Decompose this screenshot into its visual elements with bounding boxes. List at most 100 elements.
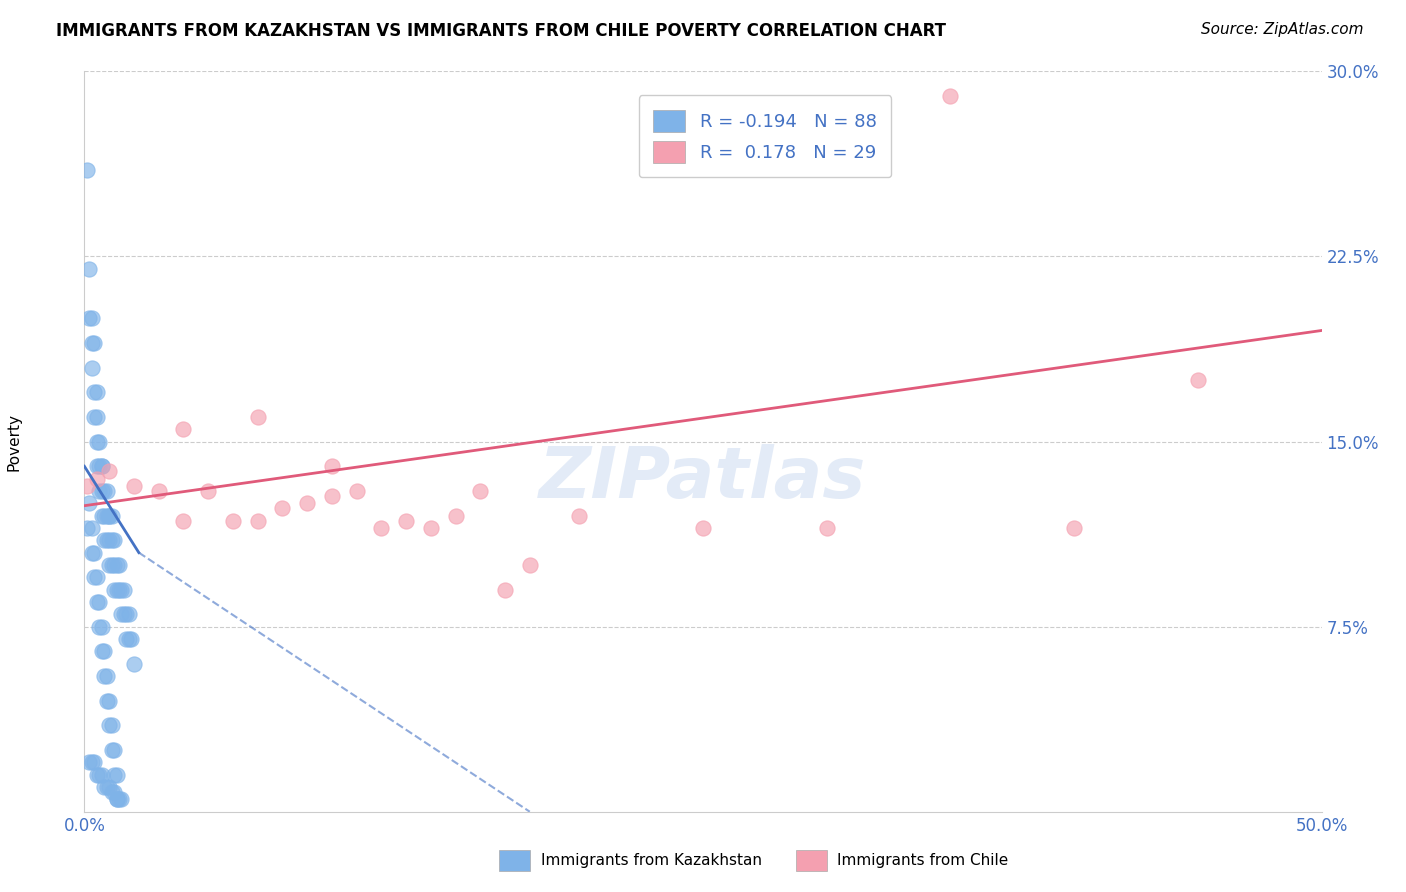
Point [115, 632, 138, 646]
Point [148, 483, 170, 498]
Point [83, 409, 105, 424]
Point [105, 792, 128, 806]
Point [519, 558, 541, 572]
Point [89, 483, 111, 498]
Point [100, 508, 122, 523]
Point [96, 533, 118, 548]
Point [108, 792, 131, 806]
Point [86, 570, 108, 584]
Point [692, 521, 714, 535]
Point [105, 558, 128, 572]
Point [93, 483, 115, 498]
Legend: R = -0.194   N = 88, R =  0.178   N = 29: R = -0.194 N = 88, R = 0.178 N = 29 [638, 95, 891, 178]
Point [100, 533, 122, 548]
Point [197, 483, 219, 498]
Point [86, 385, 108, 400]
Point [89, 619, 111, 633]
Point [246, 514, 269, 528]
Point [76, 521, 98, 535]
Point [939, 89, 962, 103]
Point [1063, 521, 1085, 535]
Y-axis label: Poverty: Poverty [7, 412, 22, 471]
Point [89, 595, 111, 609]
Point [100, 558, 122, 572]
Point [90, 619, 112, 633]
Point [80, 311, 103, 326]
Point [98, 533, 121, 548]
Point [110, 792, 132, 806]
Point [76, 163, 98, 178]
Point [90, 459, 112, 474]
Point [83, 546, 105, 560]
Point [98, 464, 121, 478]
Point [86, 409, 108, 424]
Point [470, 483, 492, 498]
Point [115, 607, 138, 622]
Point [370, 521, 392, 535]
Point [83, 335, 105, 350]
Point [395, 514, 418, 528]
Point [100, 718, 122, 732]
Point [444, 508, 467, 523]
Point [321, 459, 343, 474]
Point [86, 471, 108, 485]
Point [105, 767, 128, 781]
Point [122, 479, 145, 493]
Text: ZIPatlas: ZIPatlas [540, 444, 866, 513]
Point [98, 508, 121, 523]
Text: Immigrants from Chile: Immigrants from Chile [837, 854, 1008, 868]
Text: Source: ZipAtlas.com: Source: ZipAtlas.com [1201, 22, 1364, 37]
Point [89, 434, 111, 449]
Point [112, 607, 135, 622]
Point [172, 514, 194, 528]
Point [90, 483, 112, 498]
Point [96, 669, 118, 683]
Point [110, 607, 132, 622]
Point [96, 483, 118, 498]
Point [79, 311, 101, 326]
Point [83, 385, 105, 400]
Point [86, 459, 108, 474]
Point [93, 780, 115, 794]
Text: Immigrants from Kazakhstan: Immigrants from Kazakhstan [541, 854, 762, 868]
Point [93, 644, 115, 658]
Point [96, 694, 118, 708]
Point [815, 521, 838, 535]
Point [93, 533, 115, 548]
Point [90, 767, 112, 781]
Point [103, 533, 125, 548]
Point [93, 669, 115, 683]
Point [89, 459, 111, 474]
Point [90, 644, 112, 658]
Point [103, 785, 125, 799]
Point [103, 582, 125, 597]
Point [98, 780, 121, 794]
Point [494, 582, 516, 597]
Point [80, 546, 103, 560]
Point [98, 558, 121, 572]
Point [103, 743, 125, 757]
Point [108, 582, 131, 597]
Point [118, 632, 141, 646]
Point [96, 508, 118, 523]
Point [103, 558, 125, 572]
Point [86, 595, 108, 609]
Point [222, 514, 245, 528]
Point [90, 508, 112, 523]
Point [1187, 373, 1209, 387]
Point [90, 459, 112, 474]
Point [79, 261, 101, 276]
Point [271, 501, 294, 516]
Point [98, 694, 121, 708]
Point [419, 521, 441, 535]
Point [86, 767, 108, 781]
Point [89, 767, 111, 781]
Point [86, 434, 108, 449]
Point [108, 558, 131, 572]
Point [172, 422, 194, 436]
Point [295, 496, 318, 510]
Point [76, 479, 98, 493]
Point [321, 489, 343, 503]
Point [80, 756, 103, 770]
Point [122, 657, 145, 671]
